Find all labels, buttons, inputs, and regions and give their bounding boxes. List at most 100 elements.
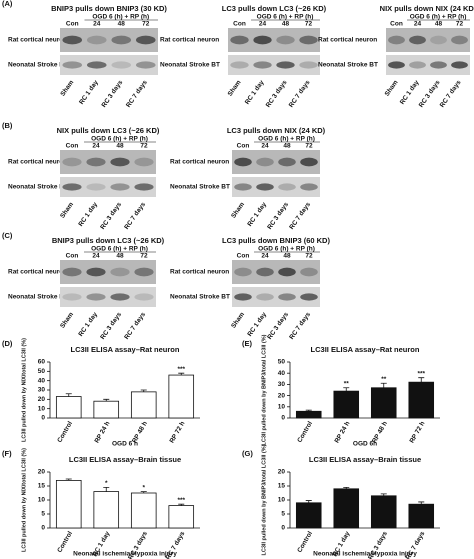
y-tick-label: 20 xyxy=(38,469,46,476)
hour-label: 24 xyxy=(259,21,267,28)
error-bar xyxy=(343,487,350,489)
bar xyxy=(55,396,82,419)
treatment-label: OGD 6 (h) + RP (h) xyxy=(257,14,314,21)
blot-band xyxy=(62,35,83,45)
hour-label: 48 xyxy=(283,253,291,260)
significance: *** xyxy=(177,497,185,504)
lane-label: Sham xyxy=(230,201,246,220)
y-tick-label: 60 xyxy=(38,359,46,366)
blot-title: NIX pulls down NIX (24 KD) xyxy=(380,4,474,13)
bar xyxy=(93,491,120,529)
error-bar xyxy=(65,393,72,397)
treatment-label: OGD 6 (h) + RP (h) xyxy=(92,14,149,21)
y-tick-label: 5 xyxy=(281,511,285,518)
y-tick-label: 5 xyxy=(41,511,45,518)
significance: *** xyxy=(177,366,185,373)
blot-band xyxy=(300,157,318,167)
blot-image xyxy=(232,260,320,284)
row-label: Neonatal Stroke BT xyxy=(8,184,68,191)
lane-label: Sham xyxy=(59,79,75,98)
blot-band xyxy=(276,61,295,69)
chart-title: LC3II ELISA assay–Rat neuron xyxy=(71,345,180,354)
error-bar xyxy=(103,398,110,402)
control-label: Con xyxy=(237,253,250,260)
y-tick-label: 20 xyxy=(278,392,286,399)
panel-label: (D) xyxy=(2,339,13,348)
significance: ** xyxy=(381,376,387,383)
bar xyxy=(408,381,435,419)
blot-band xyxy=(110,183,130,191)
bar xyxy=(370,387,397,419)
lane-label: Sham xyxy=(230,311,246,330)
blot-image xyxy=(60,287,156,307)
blot-band xyxy=(388,35,405,45)
bar xyxy=(333,390,360,419)
lane-label: RC 1 day xyxy=(77,311,99,338)
bar xyxy=(130,391,157,419)
row-label: Neonatal Stroke BT xyxy=(8,62,68,69)
x-tick-label: Control xyxy=(56,530,74,554)
blot-band xyxy=(135,35,156,45)
lane-label: RC 3 days xyxy=(265,79,289,109)
blot-band xyxy=(62,183,82,191)
blot-band xyxy=(253,61,272,69)
lane-label: RC 7 days xyxy=(288,311,312,341)
error-bar xyxy=(178,503,185,506)
row-label: Rat cortical neuron xyxy=(8,37,67,44)
lane-label: RC 1 day xyxy=(246,201,268,228)
row-label: Rat cortical neuron xyxy=(318,37,377,44)
y-axis-label: LC3II pulled down by BNIP3/total LC3II (… xyxy=(261,334,267,445)
row-label: Rat cortical neuron xyxy=(160,37,219,44)
y-tick-label: 0 xyxy=(281,415,285,422)
blot-image xyxy=(228,55,320,75)
x-axis-label: OGD 6h xyxy=(353,441,377,448)
y-tick-label: 50 xyxy=(278,359,286,366)
hour-label: 24 xyxy=(261,143,269,150)
y-tick-label: 10 xyxy=(278,497,286,504)
row-label: Rat cortical neuron xyxy=(8,159,67,166)
x-axis-label: OGD 6 h xyxy=(112,441,138,448)
blot-band xyxy=(86,293,106,301)
blot-band xyxy=(134,267,154,277)
blot-band xyxy=(230,35,249,45)
blot-band xyxy=(135,61,156,69)
blot-title: LC3 pulls down LC3 (~26 KD) xyxy=(222,4,327,13)
blot-band xyxy=(451,35,468,45)
blot-band xyxy=(451,61,468,69)
chart-title: LC3II ELISA assay–Brain tissue xyxy=(69,455,181,464)
y-tick-label: 40 xyxy=(38,377,46,384)
hour-label: 24 xyxy=(92,253,100,260)
lane-label: RC 7 days xyxy=(288,201,312,231)
blot-image xyxy=(386,28,470,52)
control-label: Con xyxy=(66,21,79,28)
blot-band xyxy=(256,267,274,277)
blot-image xyxy=(60,55,158,75)
error-bar xyxy=(418,501,425,505)
hour-label: 72 xyxy=(140,253,148,260)
blot-band xyxy=(278,267,296,277)
row-label: Neonatal Stroke BT xyxy=(318,62,378,69)
hour-label: 48 xyxy=(116,143,124,150)
lane-label: RC 7 days xyxy=(125,79,149,109)
y-tick-label: 0 xyxy=(41,525,45,532)
bar xyxy=(333,488,360,529)
lane-label: Sham xyxy=(384,79,400,98)
bar xyxy=(295,502,322,529)
blot-image xyxy=(60,177,156,197)
y-tick-label: 10 xyxy=(278,404,286,411)
blot-title: BNIP3 pulls down BNIP3 (30 KD) xyxy=(51,4,167,13)
blot-band xyxy=(409,35,426,45)
blot-title: LC3 pulls down BNIP3 (60 KD) xyxy=(222,236,330,245)
blot-image xyxy=(386,55,470,75)
row-label: Neonatal Stroke BT xyxy=(160,62,220,69)
panel-label: (G) xyxy=(242,449,253,458)
blot-image xyxy=(232,177,320,197)
chart-title: LC3II ELISA assay–Brain tissue xyxy=(309,455,421,464)
y-axis-label: LC3II pulled down by BNIP3/total LC3II (… xyxy=(261,444,267,555)
blot-band xyxy=(278,293,296,301)
lane-label: RC 1 day xyxy=(399,79,421,106)
error-bar xyxy=(65,478,72,481)
lane-label: RC 3 days xyxy=(266,201,290,231)
panel-label: (E) xyxy=(242,339,253,348)
lane-label: RC 3 days xyxy=(99,201,123,231)
